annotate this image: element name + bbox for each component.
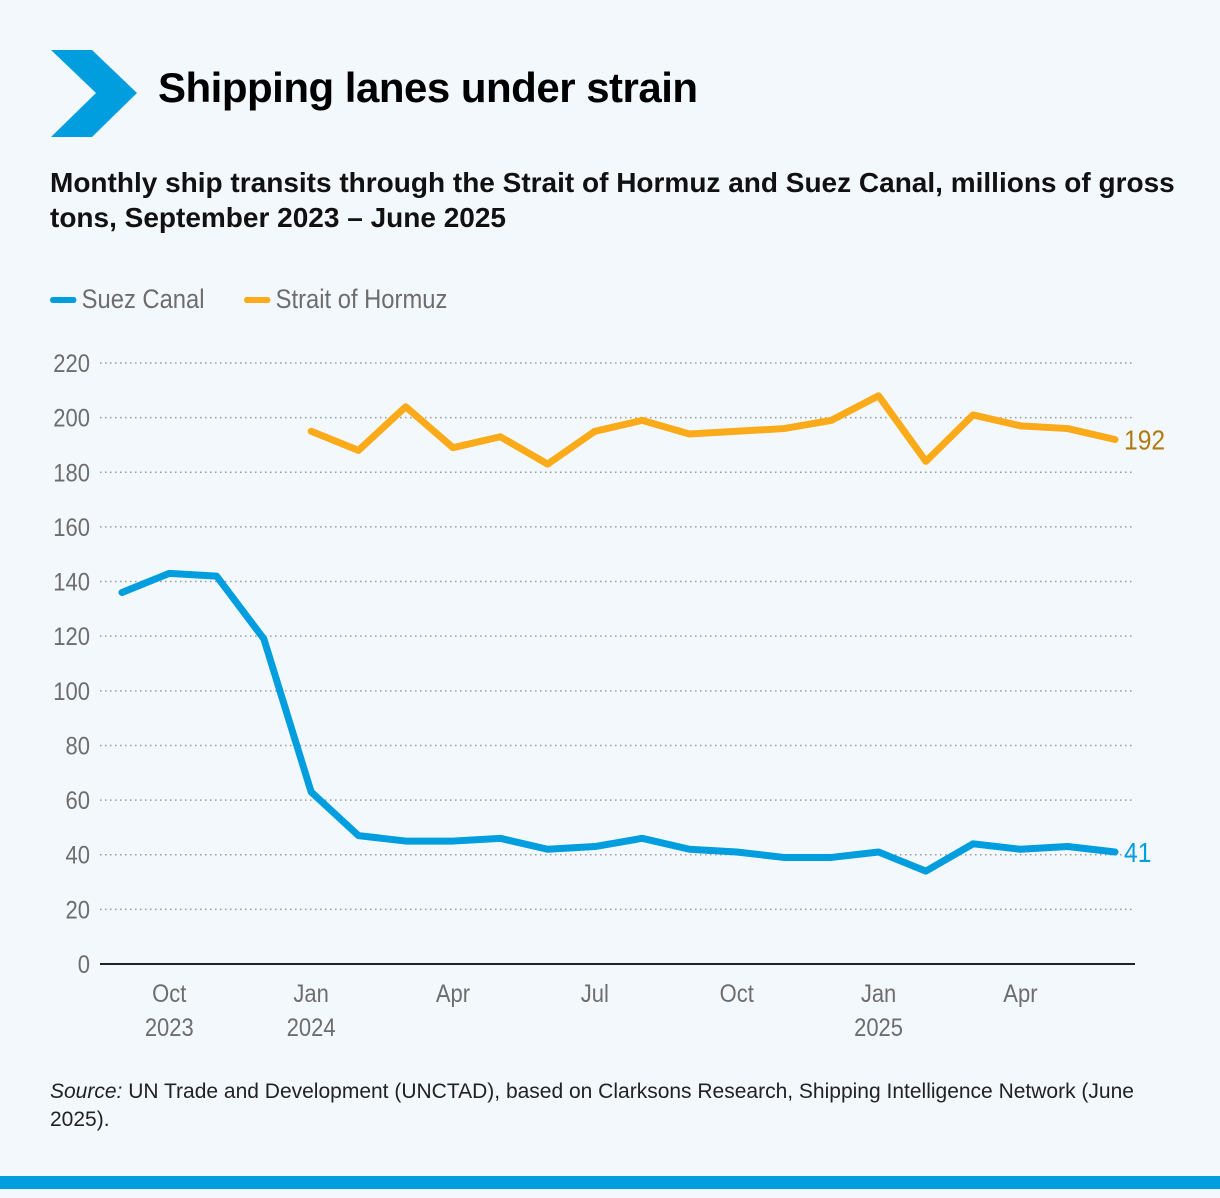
x-tick-label: Oct (152, 980, 187, 1008)
x-tick-year-label: 2025 (854, 1014, 903, 1042)
y-tick-label: 140 (53, 568, 90, 596)
series-line-hormuz (307, 392, 1119, 468)
y-tick-label: 220 (53, 350, 90, 378)
series-line-suez (118, 569, 1119, 875)
source-label: Source: (50, 1080, 123, 1103)
y-tick-label: 80 (66, 732, 90, 760)
legend-label-suez: Suez Canal (81, 284, 205, 314)
chevron-logo-icon (51, 50, 137, 137)
y-tick-label: 20 (66, 896, 90, 924)
y-tick-label: 0 (78, 951, 90, 979)
legend-swatch-suez (50, 296, 77, 303)
legend-swatch-hormuz (243, 296, 270, 303)
y-tick-label: 180 (53, 459, 90, 487)
y-tick-label: 120 (53, 623, 90, 651)
x-tick-year-label: 2023 (145, 1014, 194, 1042)
y-tick-label: 60 (66, 787, 90, 815)
y-tick-label: 160 (53, 514, 90, 542)
x-tick-label: Jan (861, 980, 896, 1008)
x-tick-label: Apr (436, 980, 470, 1008)
x-tick-label: Jan (293, 980, 328, 1008)
source-text: UN Trade and Development (UNCTAD), based… (50, 1080, 1134, 1131)
y-tick-label: 100 (53, 678, 90, 706)
end-label-suez: 41 (1124, 837, 1151, 869)
x-tick-year-label: 2024 (287, 1014, 336, 1042)
legend-item-suez: Suez Canal (50, 284, 205, 315)
x-tick-label: Apr (1003, 980, 1037, 1008)
legend-label-hormuz: Strait of Hormuz (275, 284, 447, 314)
y-tick-label: 200 (53, 404, 90, 432)
legend: Suez Canal Strait of Hormuz (50, 284, 493, 315)
bottom-bar (0, 1176, 1220, 1189)
chart-title: Shipping lanes under strain (158, 64, 698, 111)
legend-item-hormuz: Strait of Hormuz (243, 284, 447, 315)
end-label-hormuz: 192 (1124, 424, 1165, 456)
x-tick-label: Oct (720, 980, 755, 1008)
chart-subtitle: Monthly ship transits through the Strait… (50, 167, 1175, 233)
x-tick-label: Jul (581, 980, 609, 1008)
source-note: Source: UN Trade and Development (UNCTAD… (50, 1078, 1150, 1134)
y-tick-label: 40 (66, 841, 90, 869)
